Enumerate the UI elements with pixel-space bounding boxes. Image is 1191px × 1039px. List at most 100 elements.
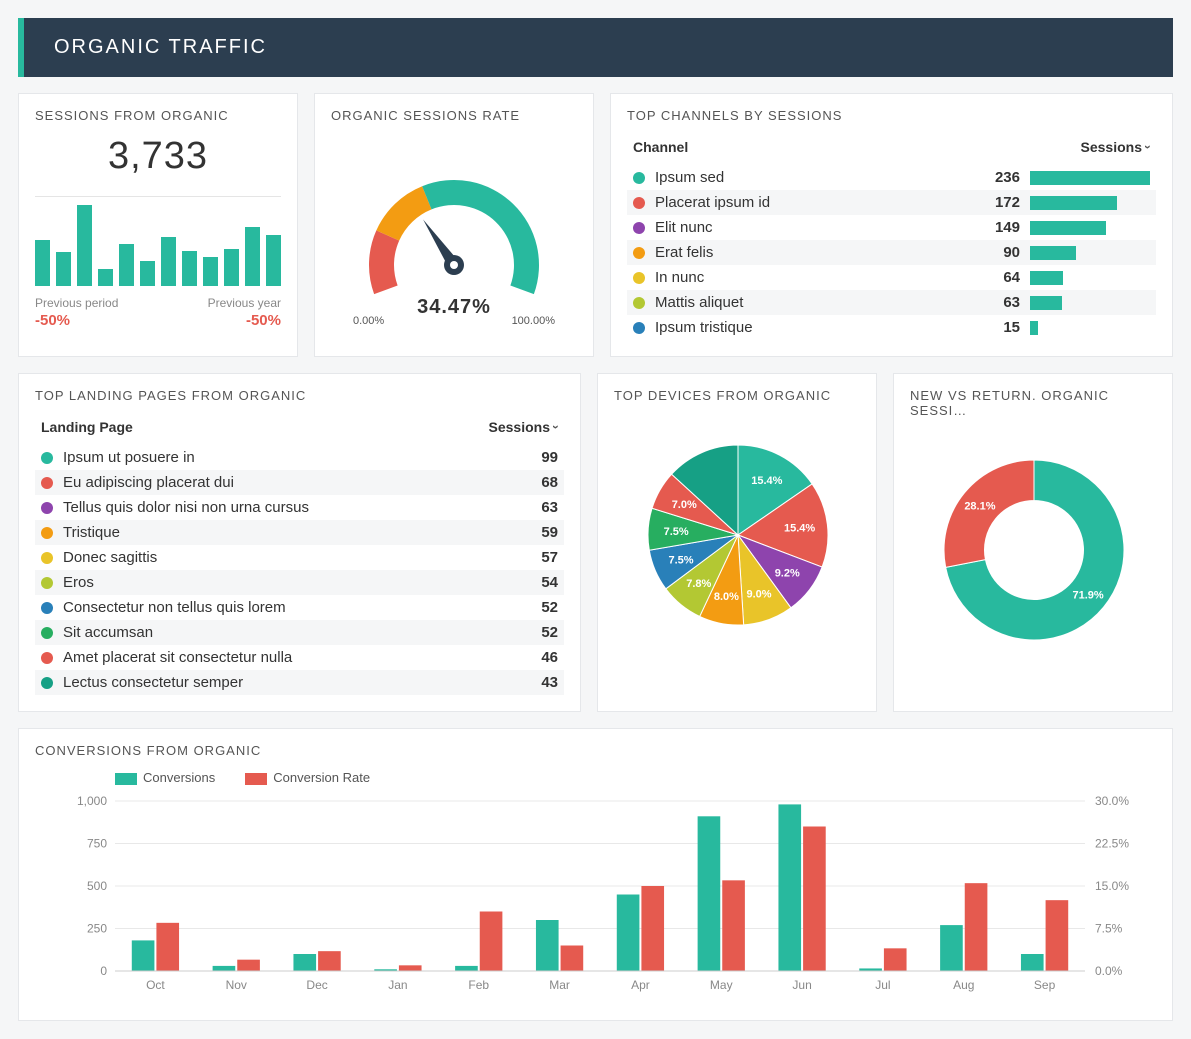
sessions-title: SESSIONS FROM ORGANIC <box>35 108 281 123</box>
channel-bar <box>1030 321 1038 335</box>
svg-text:Jun: Jun <box>792 978 811 992</box>
landing-card: TOP LANDING PAGES FROM ORGANIC Landing P… <box>18 373 581 712</box>
channel-bar <box>1030 196 1117 210</box>
channel-bar <box>1030 296 1062 310</box>
mini-bar <box>35 240 50 286</box>
landing-label: Amet placerat sit consectetur nulla <box>63 649 498 666</box>
svg-text:30.0%: 30.0% <box>1095 794 1129 808</box>
landing-value: 68 <box>508 474 558 491</box>
channel-bar <box>1030 221 1106 235</box>
landing-row[interactable]: Ipsum ut posuere in 99 <box>35 445 564 470</box>
color-dot <box>633 297 645 309</box>
svg-text:May: May <box>710 978 733 992</box>
svg-text:8.0%: 8.0% <box>714 591 739 603</box>
svg-text:7.8%: 7.8% <box>686 578 711 590</box>
channel-value: 149 <box>970 219 1020 236</box>
col-landing-sessions-sort[interactable]: Sessions › <box>489 419 558 435</box>
color-dot <box>41 527 53 539</box>
landing-value: 57 <box>508 549 558 566</box>
svg-text:Sep: Sep <box>1034 978 1056 992</box>
channel-row[interactable]: Mattis aliquet 63 <box>627 290 1156 315</box>
sessions-value: 3,733 <box>35 135 281 178</box>
channel-row[interactable]: In nunc 64 <box>627 265 1156 290</box>
col-landing: Landing Page <box>41 419 133 435</box>
svg-text:7.5%: 7.5% <box>668 554 693 566</box>
svg-text:7.0%: 7.0% <box>672 499 697 511</box>
landing-label: Ipsum ut posuere in <box>63 449 498 466</box>
channel-bar <box>1030 171 1150 185</box>
channel-value: 64 <box>970 269 1020 286</box>
landing-row[interactable]: Amet placerat sit consectetur nulla 46 <box>35 645 564 670</box>
mini-bar <box>140 261 155 286</box>
mini-bar <box>266 235 281 286</box>
channel-row[interactable]: Placerat ipsum id 172 <box>627 190 1156 215</box>
landing-label: Eu adipiscing placerat dui <box>63 474 498 491</box>
landing-label: Tellus quis dolor nisi non urna cursus <box>63 499 498 516</box>
color-dot <box>41 627 53 639</box>
channel-row[interactable]: Erat felis 90 <box>627 240 1156 265</box>
channel-row[interactable]: Ipsum tristique 15 <box>627 315 1156 340</box>
landing-row[interactable]: Lectus consectetur semper 43 <box>35 670 564 695</box>
channel-value: 63 <box>970 294 1020 311</box>
devices-card: TOP DEVICES FROM ORGANIC 15.4%15.4%9.2%9… <box>597 373 877 712</box>
gauge-card: ORGANIC SESSIONS RATE 34.47% 0.00% 100.0… <box>314 93 594 357</box>
page-header: ORGANIC TRAFFIC <box>18 18 1173 77</box>
landing-row[interactable]: Consectetur non tellus quis lorem 52 <box>35 595 564 620</box>
channel-value: 90 <box>970 244 1020 261</box>
mini-bar <box>56 252 71 286</box>
mini-bar <box>182 251 197 286</box>
channel-row[interactable]: Ipsum sed 236 <box>627 165 1156 190</box>
svg-text:0.0%: 0.0% <box>1095 964 1123 978</box>
conversions-legend: Conversions Conversion Rate <box>35 770 1156 785</box>
channel-label: In nunc <box>655 269 960 286</box>
landing-value: 46 <box>508 649 558 666</box>
color-dot <box>41 552 53 564</box>
col-channel: Channel <box>633 139 688 155</box>
col-sessions-sort[interactable]: Sessions › <box>1081 139 1150 155</box>
conversions-title: CONVERSIONS FROM ORGANIC <box>35 743 1156 758</box>
devices-pie: 15.4%15.4%9.2%9.0%8.0%7.8%7.5%7.5%7.0% <box>614 415 862 635</box>
color-dot <box>41 652 53 664</box>
channel-value: 236 <box>970 169 1020 186</box>
channel-value: 172 <box>970 194 1020 211</box>
channel-label: Placerat ipsum id <box>655 194 960 211</box>
color-dot <box>41 677 53 689</box>
landing-label: Donec sagittis <box>63 549 498 566</box>
channel-label: Ipsum tristique <box>655 319 960 336</box>
channels-card: TOP CHANNELS BY SESSIONS Channel Session… <box>610 93 1173 357</box>
landing-label: Tristique <box>63 524 498 541</box>
channel-label: Elit nunc <box>655 219 960 236</box>
svg-text:Aug: Aug <box>953 978 974 992</box>
landing-row[interactable]: Tellus quis dolor nisi non urna cursus 6… <box>35 495 564 520</box>
landing-value: 52 <box>508 599 558 616</box>
landing-row[interactable]: Tristique 59 <box>35 520 564 545</box>
color-dot <box>41 477 53 489</box>
gauge-max: 100.00% <box>512 315 555 327</box>
color-dot <box>41 502 53 514</box>
channel-row[interactable]: Elit nunc 149 <box>627 215 1156 240</box>
mini-bar <box>224 249 239 286</box>
sessions-card: SESSIONS FROM ORGANIC 3,733 Previous per… <box>18 93 298 357</box>
landing-value: 52 <box>508 624 558 641</box>
landing-row[interactable]: Sit accumsan 52 <box>35 620 564 645</box>
landing-value: 59 <box>508 524 558 541</box>
channels-title: TOP CHANNELS BY SESSIONS <box>627 108 1156 123</box>
landing-row[interactable]: Eu adipiscing placerat dui 68 <box>35 470 564 495</box>
mini-bar <box>77 205 92 286</box>
color-dot <box>41 602 53 614</box>
svg-text:750: 750 <box>87 837 107 851</box>
mini-bar <box>203 257 218 286</box>
landing-value: 43 <box>508 674 558 691</box>
landing-value: 99 <box>508 449 558 466</box>
gauge-title: ORGANIC SESSIONS RATE <box>331 108 577 123</box>
landing-value: 54 <box>508 574 558 591</box>
svg-text:Jul: Jul <box>875 978 890 992</box>
svg-text:Dec: Dec <box>306 978 327 992</box>
conversions-chart: 02505007501,0000.0%7.5%15.0%22.5%30.0%Oc… <box>35 791 1155 1001</box>
landing-row[interactable]: Donec sagittis 57 <box>35 545 564 570</box>
channel-label: Ipsum sed <box>655 169 960 186</box>
landing-label: Sit accumsan <box>63 624 498 641</box>
sessions-mini-chart <box>35 196 281 286</box>
svg-text:7.5%: 7.5% <box>664 526 689 538</box>
landing-row[interactable]: Eros 54 <box>35 570 564 595</box>
